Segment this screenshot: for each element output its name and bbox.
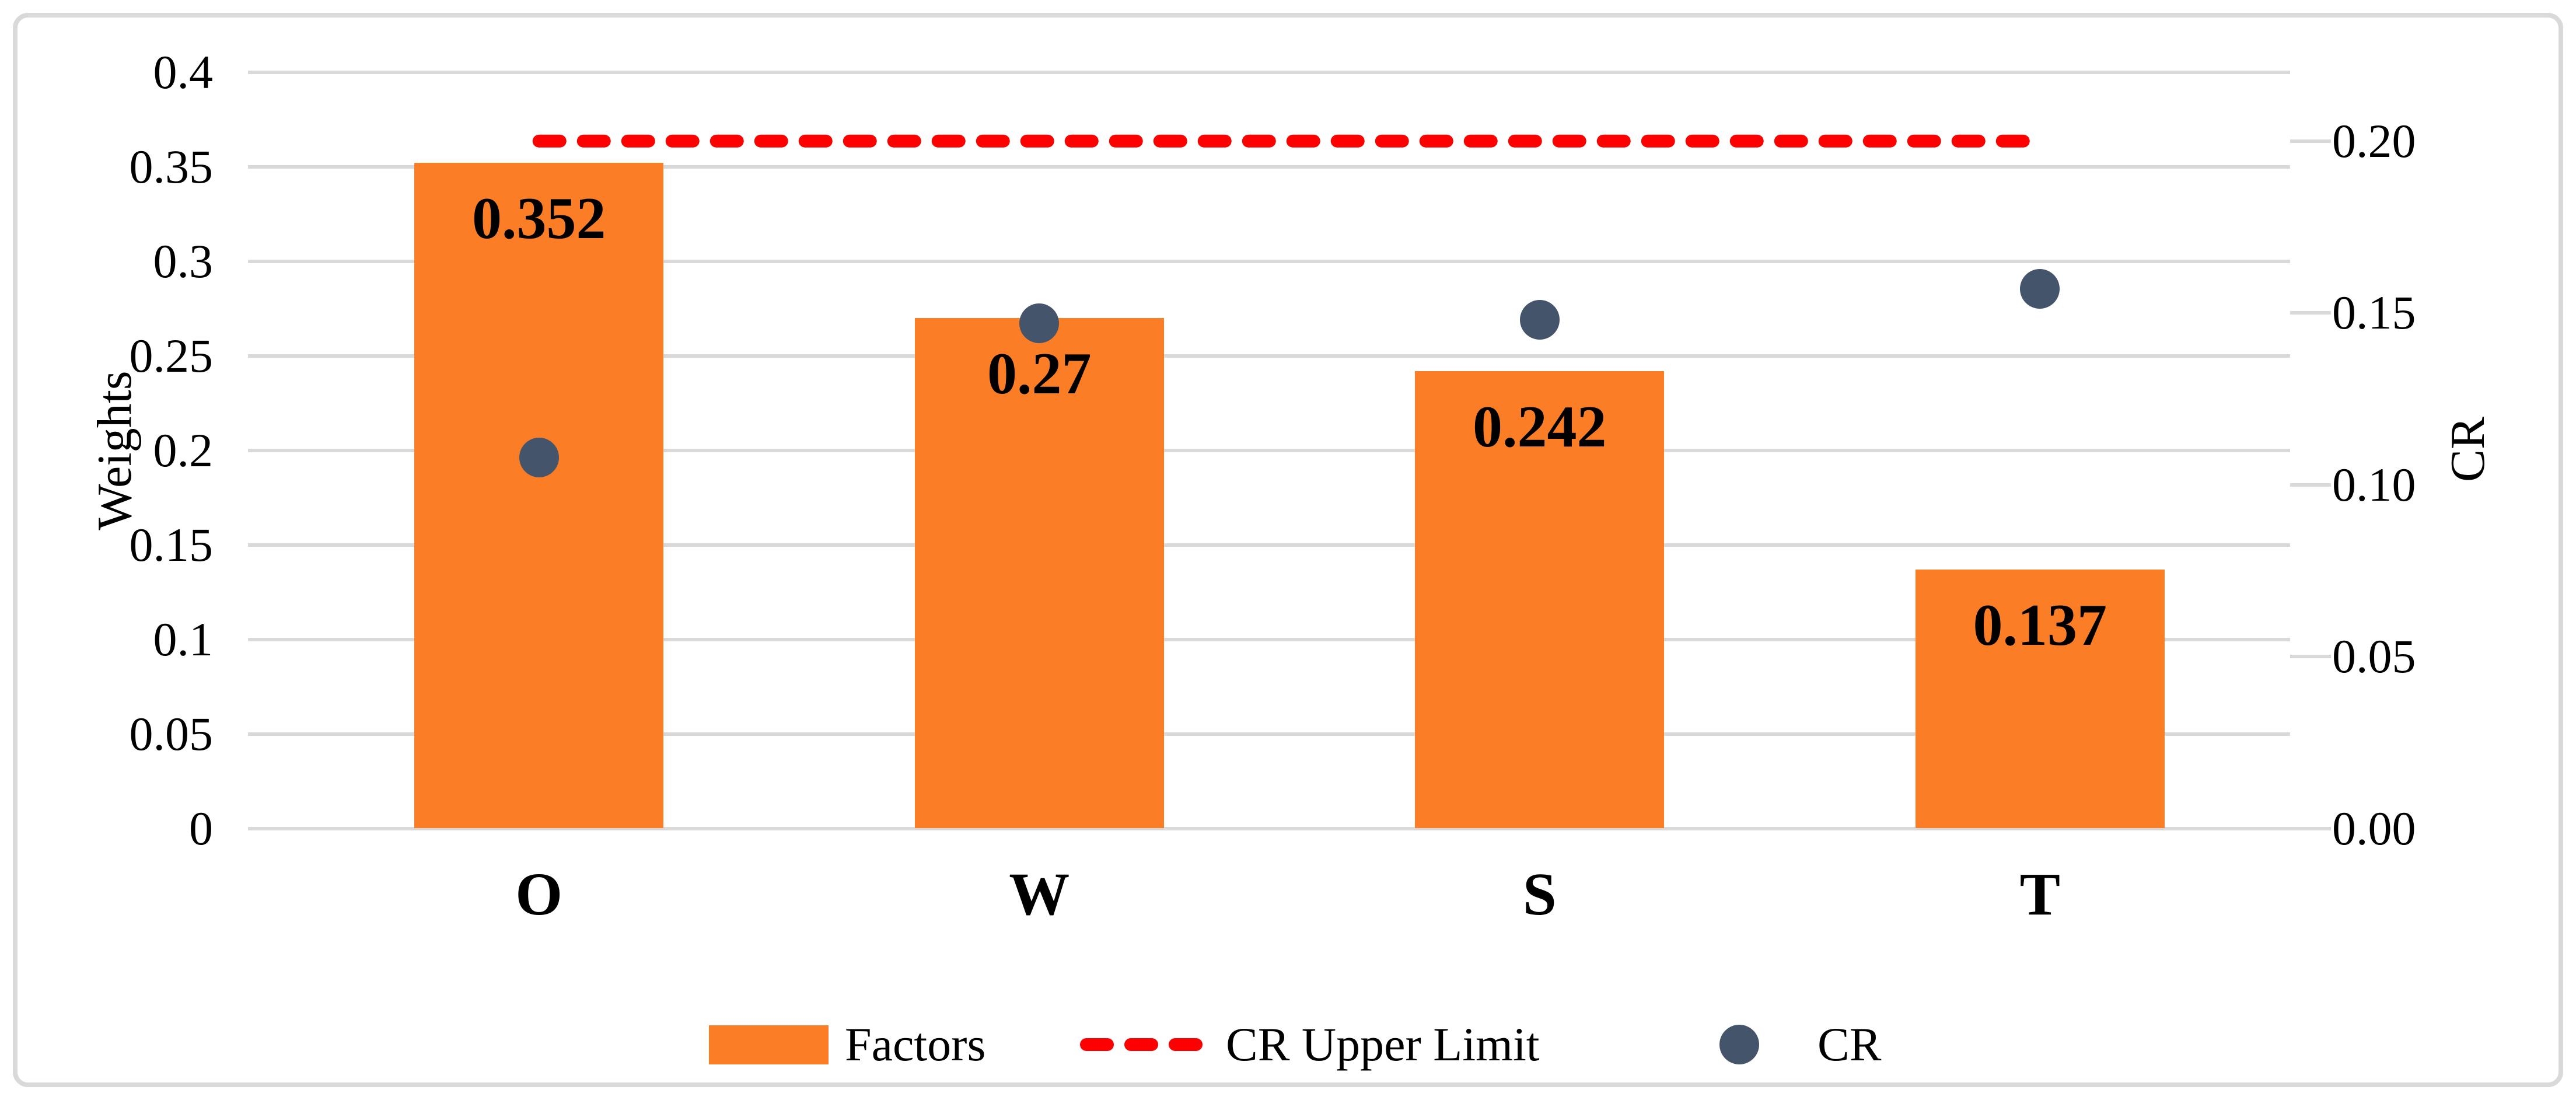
gridline: [289, 543, 2290, 547]
gridline: [289, 165, 2290, 169]
cr-point-O: [519, 437, 559, 477]
bar-O: [414, 163, 664, 829]
bar-data-label-T: 0.137: [1973, 592, 2107, 658]
category-label-S: S: [1522, 861, 1557, 928]
cr-point-S: [1519, 299, 1560, 340]
gridline: [289, 71, 2290, 74]
gridline: [289, 354, 2290, 358]
bar-data-label-S: 0.242: [1473, 393, 1607, 460]
bar-data-label-W: 0.27: [987, 341, 1092, 407]
left-axis-tick: [248, 826, 289, 830]
left-axis-tick-label: 0.3: [153, 234, 214, 288]
left-axis-tick-label: 0.15: [129, 518, 214, 571]
left-axis-tick-label: 0.2: [153, 423, 214, 477]
left-axis-tick: [248, 637, 289, 641]
left-axis-tick: [248, 71, 289, 74]
category-label-O: O: [515, 861, 563, 928]
category-label-W: W: [1009, 861, 1070, 928]
right-axis-tick-label: 0.10: [2332, 458, 2416, 511]
left-axis-tick: [248, 543, 289, 547]
right-axis-tick: [2290, 826, 2331, 830]
legend-label-cr-upper-limit: CR Upper Limit: [1226, 1018, 1540, 1071]
figure-border: [13, 13, 2563, 1087]
right-axis-tick: [2290, 655, 2331, 659]
right-axis-title: CR: [2441, 416, 2495, 483]
bar-S: [1415, 371, 1665, 829]
gridline: [289, 732, 2290, 736]
right-axis-tick: [2290, 483, 2331, 487]
legend-label-factors: Factors: [845, 1018, 986, 1071]
legend-factors-swatch: [709, 1025, 829, 1064]
left-axis-title: Weights: [88, 371, 142, 530]
right-axis-tick: [2290, 311, 2331, 315]
right-axis-tick: [2290, 139, 2331, 143]
bar-data-label-O: 0.352: [472, 186, 606, 252]
category-label-T: T: [2019, 861, 2060, 928]
right-axis-tick-label: 0.20: [2332, 114, 2416, 167]
left-axis-tick: [248, 732, 289, 736]
left-axis-tick-label: 0: [189, 801, 213, 855]
left-axis-tick-label: 0.1: [153, 612, 214, 666]
left-axis-tick-label: 0.35: [129, 139, 214, 193]
gridline: [289, 259, 2290, 263]
gridline: [289, 826, 2290, 830]
legend-label-cr: CR: [1817, 1018, 1882, 1071]
left-axis-tick-label: 0.05: [129, 707, 214, 760]
right-axis-tick-label: 0.05: [2332, 630, 2416, 683]
left-axis-tick-label: 0.25: [129, 329, 214, 382]
cr-point-T: [2020, 268, 2060, 309]
cr-point-W: [1019, 303, 1060, 343]
left-axis-tick: [248, 259, 289, 263]
legend-dot-swatch: [1719, 1025, 1759, 1064]
left-axis-tick: [248, 354, 289, 358]
left-axis-tick-label: 0.4: [153, 46, 214, 99]
left-axis-tick: [248, 165, 289, 169]
bar-T: [1915, 569, 2165, 829]
bar-W: [914, 318, 1164, 829]
gridline: [289, 637, 2290, 641]
right-axis-tick-label: 0.15: [2332, 286, 2416, 340]
gridline: [289, 448, 2290, 452]
left-axis-tick: [248, 448, 289, 452]
right-axis-tick-label: 0.00: [2332, 801, 2416, 855]
